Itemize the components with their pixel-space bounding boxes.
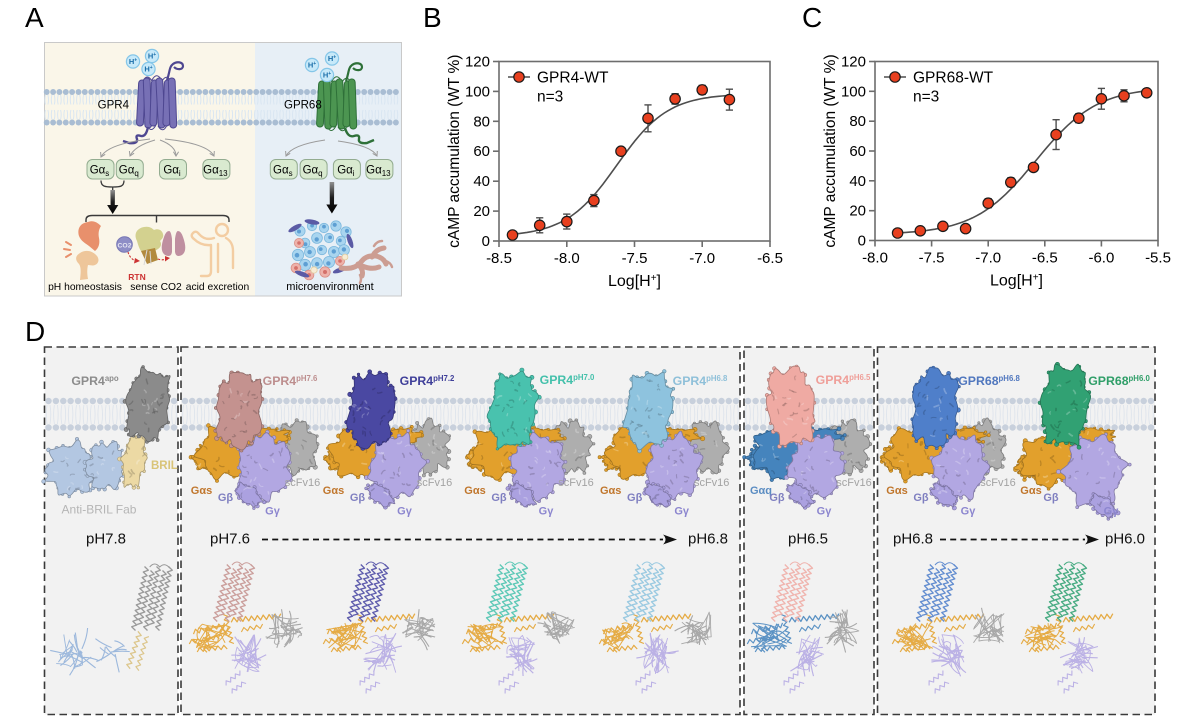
svg-text:Gγ: Gγ [539, 506, 555, 518]
svg-text:20: 20 [473, 203, 490, 220]
svg-text:H+: H+ [323, 71, 331, 80]
svg-text:-7.0: -7.0 [975, 250, 1001, 267]
svg-text:-8.5: -8.5 [486, 250, 512, 267]
svg-text:D: D [25, 316, 45, 347]
svg-text:Gβ: Gβ [350, 492, 366, 504]
svg-text:acid excretion: acid excretion [186, 282, 250, 293]
svg-text:scFv16: scFv16 [836, 477, 871, 489]
svg-text:Gαs: Gαs [1020, 485, 1041, 497]
svg-text:-6.0: -6.0 [1088, 250, 1114, 267]
svg-text:100: 100 [841, 83, 866, 100]
svg-text:120: 120 [465, 54, 490, 71]
svg-text:H+: H+ [148, 52, 156, 61]
svg-text:Gαs: Gαs [273, 165, 293, 179]
svg-text:Gγ: Gγ [961, 506, 977, 518]
svg-text:pH7.6: pH7.6 [210, 531, 250, 548]
svg-text:60: 60 [473, 143, 490, 160]
svg-text:Gβ: Gβ [627, 492, 643, 504]
svg-text:40: 40 [473, 173, 490, 190]
svg-text:pH6.8: pH6.8 [893, 531, 933, 548]
svg-text:RTN: RTN [128, 272, 145, 282]
svg-text:scFv16: scFv16 [694, 477, 729, 489]
svg-text:GPR4-WT: GPR4-WT [537, 70, 609, 87]
svg-text:Gαs: Gαs [600, 485, 621, 497]
svg-text:60: 60 [849, 143, 866, 160]
svg-text:Gβ: Gβ [769, 492, 785, 504]
svg-text:pH homeostasis: pH homeostasis [48, 282, 122, 293]
svg-text:Log[H+]: Log[H+] [990, 273, 1043, 290]
svg-text:H+: H+ [129, 57, 137, 66]
svg-text:Gβ: Gβ [1043, 492, 1059, 504]
svg-text:scFv16: scFv16 [417, 477, 452, 489]
svg-text:Gγ: Gγ [1104, 506, 1120, 518]
svg-text:-7.5: -7.5 [622, 250, 648, 267]
svg-text:Anti-BRIL Fab: Anti-BRIL Fab [62, 503, 137, 517]
svg-text:Gαs: Gαs [191, 485, 212, 497]
svg-text:Gαq: Gαq [303, 165, 323, 179]
svg-text:Gβ: Gβ [491, 492, 507, 504]
svg-text:Gαs: Gαs [323, 485, 344, 497]
svg-text:120: 120 [841, 54, 866, 71]
svg-text:20: 20 [849, 203, 866, 220]
svg-text:-7.0: -7.0 [689, 250, 715, 267]
svg-text:-7.5: -7.5 [919, 250, 945, 267]
svg-text:Gαi: Gαi [337, 165, 355, 179]
svg-text:80: 80 [849, 113, 866, 130]
svg-text:40: 40 [849, 173, 866, 190]
svg-text:Gγ: Gγ [265, 506, 281, 518]
svg-text:B: B [423, 2, 442, 33]
svg-text:Gαs: Gαs [464, 485, 485, 497]
svg-text:-5.5: -5.5 [1145, 250, 1171, 267]
svg-text:Gβ: Gβ [913, 492, 929, 504]
svg-text:Log[H+]: Log[H+] [608, 273, 661, 290]
svg-text:CO2: CO2 [118, 242, 132, 249]
svg-text:-8.0: -8.0 [862, 250, 888, 267]
svg-text:Gαq: Gαq [119, 165, 139, 179]
svg-text:Gαs: Gαs [90, 165, 110, 179]
svg-text:100: 100 [465, 83, 490, 100]
svg-text:pH6.8: pH6.8 [688, 531, 728, 548]
svg-text:cAMP accumulation (WT %): cAMP accumulation (WT %) [822, 54, 839, 247]
svg-text:scFv16: scFv16 [980, 477, 1015, 489]
svg-text:n=3: n=3 [913, 89, 939, 106]
svg-text:scFv16: scFv16 [558, 477, 593, 489]
svg-text:-6.5: -6.5 [757, 250, 783, 267]
svg-text:H+: H+ [308, 61, 316, 70]
svg-text:Gαq: Gαq [750, 485, 772, 497]
svg-text:Gγ: Gγ [674, 506, 690, 518]
svg-text:GPR68: GPR68 [284, 100, 322, 112]
svg-text:cAMP accumulation (WT %): cAMP accumulation (WT %) [446, 55, 463, 248]
svg-text:microenvironment: microenvironment [286, 281, 373, 293]
svg-text:pH6.0: pH6.0 [1105, 531, 1145, 548]
svg-text:GPR4: GPR4 [98, 100, 130, 112]
svg-text:-8.0: -8.0 [554, 250, 580, 267]
svg-text:A: A [25, 2, 44, 33]
svg-text:H+: H+ [144, 65, 152, 74]
svg-text:n=3: n=3 [537, 89, 563, 106]
svg-text:pH6.5: pH6.5 [788, 531, 828, 548]
svg-text:scFv16: scFv16 [285, 477, 320, 489]
svg-text:Gβ: Gβ [218, 492, 234, 504]
svg-text:H+: H+ [328, 54, 336, 63]
svg-text:Gαs: Gαs [886, 485, 907, 497]
svg-text:Gγ: Gγ [817, 506, 833, 518]
svg-text:80: 80 [473, 113, 490, 130]
svg-text:0: 0 [482, 233, 490, 250]
svg-text:0: 0 [858, 233, 866, 250]
svg-text:sense CO2: sense CO2 [130, 282, 182, 293]
svg-text:-6.5: -6.5 [1032, 250, 1058, 267]
svg-text:pH7.8: pH7.8 [86, 531, 126, 548]
svg-text:BRIL: BRIL [151, 460, 178, 472]
svg-text:Gγ: Gγ [397, 506, 413, 518]
svg-text:C: C [802, 2, 822, 33]
svg-text:Gαi: Gαi [163, 165, 181, 179]
svg-text:GPR68-WT: GPR68-WT [913, 70, 994, 87]
